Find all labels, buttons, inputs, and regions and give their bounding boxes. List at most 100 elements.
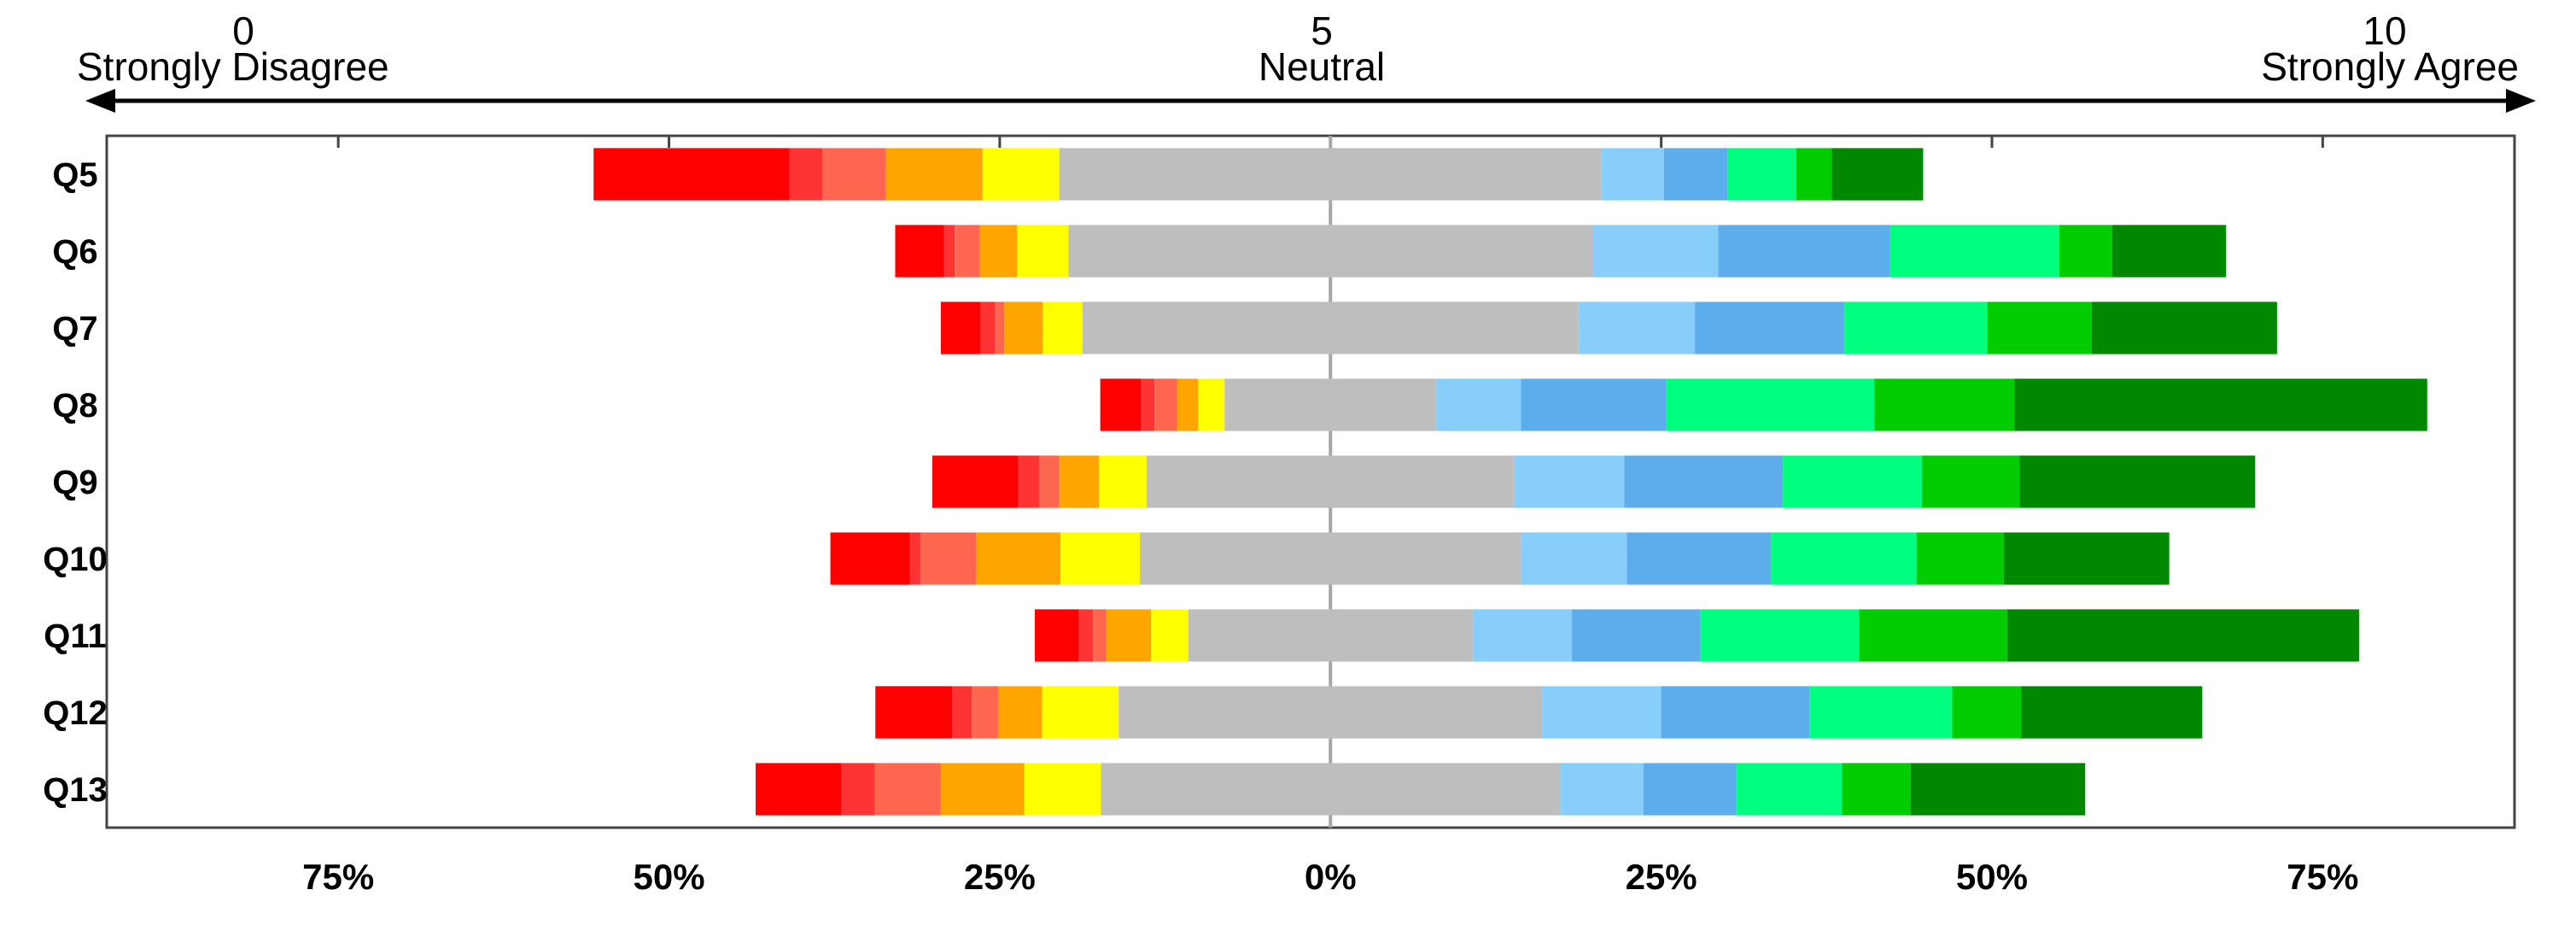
bar-segment [1119,686,1543,739]
bar-segment [1100,378,1142,431]
bar-segment [2021,686,2203,739]
bar-segment [1890,225,2059,278]
category-label: Q12 [43,694,108,732]
bar-segment [874,763,941,816]
bar-segment [1472,609,1573,662]
bar-segment [2014,378,2427,431]
bar-segment [1796,148,1832,201]
x-tick-label: 25% [1626,857,1697,897]
bar-segment [1018,455,1040,508]
bar-segment [1695,302,1845,354]
bar-segment [885,148,983,201]
bar-segment [1224,378,1437,431]
bar-segment [1842,763,1911,816]
bar-segment [1921,455,2020,508]
bar-segment [1059,148,1602,201]
bar-segment [2112,225,2227,278]
bar-segment [1004,302,1043,354]
bar-segment [972,686,999,739]
bar-segment [952,686,973,739]
bar-segment [1093,609,1107,662]
bar-segment [830,532,910,585]
bar-segment [1198,378,1225,431]
bar-segment [1177,378,1199,431]
bar-segment [1718,225,1890,278]
bar-segment [982,148,1060,201]
bar-segment [2019,455,2256,508]
bar-segment [1188,609,1473,662]
bar-segment [940,763,1025,816]
category-label: Q7 [52,310,97,348]
bar-segment [822,148,886,201]
bar-segment [1700,609,1860,662]
bar-segment [920,532,976,585]
bar-segment [1043,302,1083,354]
bar-segment [1141,378,1155,431]
bar-segment [1624,455,1784,508]
bar-segment [1060,532,1141,585]
bar-segment [1874,378,2015,431]
bar-segment [1024,763,1101,816]
bar-segment [1844,302,1988,354]
bar-segment [1039,455,1060,508]
category-label: Q6 [52,233,97,271]
bar-segment [1082,302,1579,354]
bar-segment [979,225,1018,278]
bar-segment [1078,609,1094,662]
scale-left-number: 0 [232,9,254,53]
scale-arrow [85,89,2536,113]
bar-segment [955,225,980,278]
bar-segment [1859,609,2007,662]
scale-center-label: Neutral [1259,44,1385,89]
scale-right-label: Strongly Agree [2261,44,2519,89]
bar-segment [756,763,842,816]
bar-segment [1736,763,1843,816]
bar-segment [1514,455,1625,508]
scale-right-number: 10 [2363,9,2406,53]
bar-segment [1017,225,1069,278]
bar-segment [2006,609,2359,662]
bar-segment [932,455,1019,508]
x-tick-label: 50% [633,857,704,897]
category-label: Q8 [52,387,97,424]
x-tick-labels: 75% 50% 25% 0% 25% 50% 75% [302,857,2358,897]
bar-segment [1101,763,1561,816]
bar-segment [2091,302,2277,354]
x-tick-label: 75% [2287,857,2358,897]
x-tick-label: 75% [302,857,374,897]
bar-segment [1666,378,1875,431]
bar-segment [1643,763,1737,816]
bar-segment [1106,609,1152,662]
bar-segment [1952,686,2022,739]
bar-segment [940,302,981,354]
bar-segment [995,302,1005,354]
bar-segment [1521,378,1667,431]
x-tick-label: 50% [1956,857,2028,897]
category-labels: Q5 Q6 Q7 Q8 Q9 Q10 Q11 Q12 Q13 [43,156,108,809]
bar-segment [593,148,790,201]
bar-segment [1601,148,1664,201]
bar-segment [2003,532,2170,585]
bar-segment [1661,686,1810,739]
bar-segment [1771,532,1917,585]
bar-segment [1059,455,1100,508]
bar-segment [1099,455,1147,508]
bar-segment [1151,609,1189,662]
bar-segment [1627,532,1772,585]
bar-segment [1572,609,1701,662]
bar-segment [1146,455,1515,508]
bar-segment [975,532,1061,585]
category-label: Q10 [43,541,108,578]
bar-segment [1592,225,1719,278]
bar-segment [895,225,944,278]
bar-segment [1542,686,1662,739]
bar-segment [1916,532,2004,585]
bar-segment [1521,532,1627,585]
scale-left-label: Strongly Disagree [77,44,389,89]
category-label: Q5 [52,156,97,194]
bar-segment [998,686,1043,739]
bar-segment [1987,302,2092,354]
bar-segment [1068,225,1593,278]
bar-segment [1831,148,1924,201]
bar-segment [1783,455,1922,508]
